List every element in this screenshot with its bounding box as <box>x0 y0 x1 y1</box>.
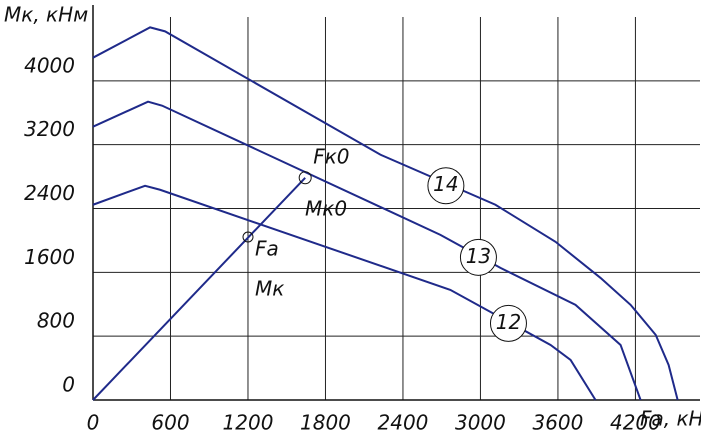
annotation: Mк0 <box>305 197 347 221</box>
series-label: 14 <box>433 172 458 196</box>
series-label: 13 <box>466 244 491 268</box>
y-tick-label: 800 <box>37 309 75 333</box>
y-tick-label: 4000 <box>24 53 75 77</box>
x-tick-label: 1800 <box>300 411 351 435</box>
point <box>242 231 254 243</box>
annotation: Mк <box>255 277 284 301</box>
x-tick-label: 0 <box>87 411 100 435</box>
series-label: Fк0 <box>313 144 349 168</box>
curve <box>92 26 679 401</box>
x-tick-label: 2400 <box>378 411 429 435</box>
y-tick-label: 1600 <box>24 245 75 269</box>
annotation: Fа <box>255 237 279 261</box>
curve <box>92 184 597 401</box>
x-tick-label: 4200 <box>610 411 661 435</box>
y-tick-label: 2400 <box>24 181 75 205</box>
label-circle <box>459 238 497 276</box>
label-circle <box>489 304 527 342</box>
x-tick-label: 3600 <box>532 411 583 435</box>
curve <box>92 177 306 401</box>
y-axis-label: Mк, кНм <box>4 3 88 27</box>
y-tick-label: 0 <box>62 373 75 397</box>
x-tick-label: 3000 <box>455 411 506 435</box>
x-tick-label: 600 <box>151 411 189 435</box>
x-axis-label: Fа, кН <box>640 407 701 431</box>
y-tick-label: 3200 <box>24 117 75 141</box>
series-label: 12 <box>496 310 521 334</box>
x-tick-label: 1200 <box>223 411 274 435</box>
label-circle <box>427 167 465 205</box>
point <box>298 171 312 185</box>
